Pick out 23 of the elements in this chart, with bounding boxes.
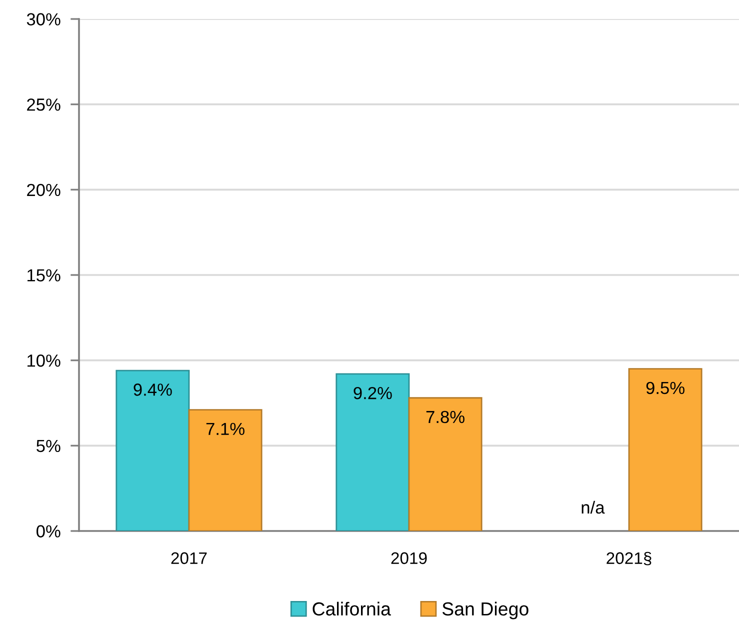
bar	[188, 409, 262, 531]
y-tick-label: 10%	[28, 354, 60, 367]
legend-label: California	[312, 602, 391, 616]
legend-label: San Diego	[442, 602, 528, 620]
text: n/a	[582, 500, 605, 514]
y-tick-label: 20%	[27, 184, 60, 196]
y-tick-label: 5%	[36, 440, 60, 452]
y-tick-label: 0%	[36, 525, 60, 538]
y-tick-label: 30%	[26, 13, 60, 26]
x-tick-label: 2019	[391, 552, 427, 564]
data-label: 9.5%	[646, 382, 684, 394]
x-tick-label: 2017	[171, 552, 207, 564]
bar	[628, 368, 702, 531]
bar	[408, 397, 482, 531]
data-label: 7.8%	[426, 410, 464, 424]
bar	[336, 373, 410, 531]
x-tick-label: 2021§	[606, 552, 652, 566]
y-tick-label: 15%	[28, 269, 60, 282]
data-label: 9.2%	[354, 386, 392, 400]
bar	[116, 370, 190, 531]
data-label: 9.4%	[134, 384, 172, 396]
y-tick-label: 25%	[27, 98, 60, 111]
data-label: 7.1%	[206, 422, 244, 436]
